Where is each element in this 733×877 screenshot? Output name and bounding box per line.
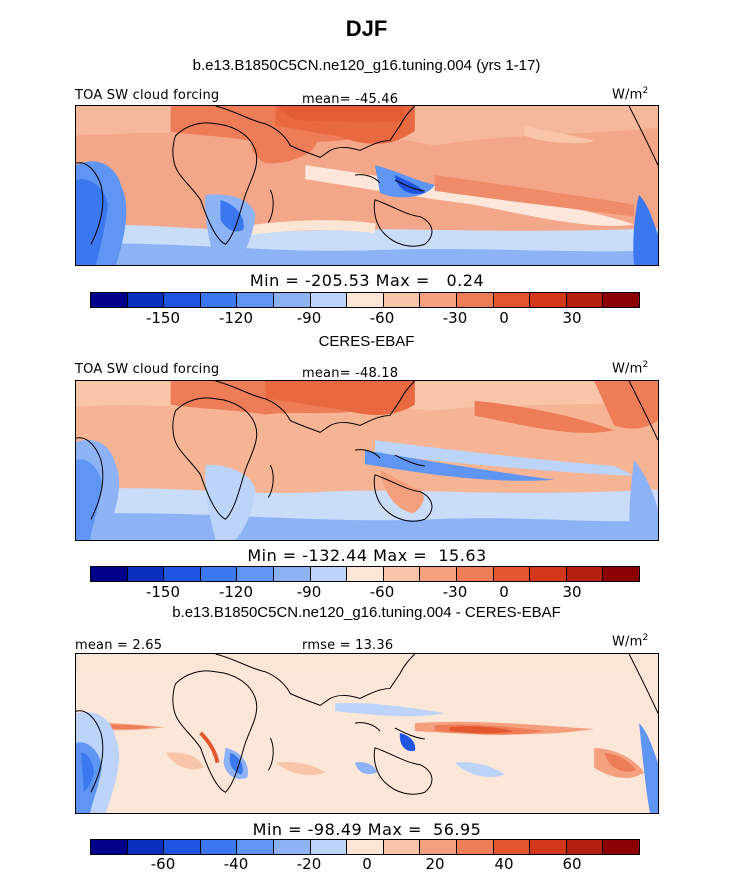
panel-1-colorbar-tick: 30 — [562, 309, 582, 327]
panel-2-colorbar-tick: -90 — [296, 583, 322, 601]
colorbar-swatch — [493, 840, 531, 854]
colorbar-swatch — [420, 840, 457, 854]
colorbar-swatch — [493, 293, 531, 307]
panel-1-colorbar-tick: -60 — [369, 309, 395, 327]
colorbar-swatch — [237, 293, 274, 307]
colorbar-swatch — [127, 567, 165, 581]
panel-1-colorbar-tick: -30 — [442, 309, 468, 327]
panel-3-colorbar-tick: 60 — [562, 855, 582, 873]
colorbar-swatch — [420, 567, 457, 581]
panel-1-colorbar — [90, 292, 640, 308]
colorbar-swatch — [530, 840, 567, 854]
panel-2-minmax: Min = -132.44 Max = 15.63 — [247, 546, 487, 565]
panel-2-units: W/m2 — [612, 360, 649, 377]
colorbar-swatch — [383, 840, 421, 854]
panel-3-map-graphic — [76, 654, 658, 813]
colorbar-swatch — [273, 567, 311, 581]
colorbar-swatch — [566, 840, 604, 854]
panel-2-map — [75, 380, 659, 541]
panel-3-mean-label: mean = 2.65 — [75, 638, 163, 653]
colorbar-swatch — [347, 293, 384, 307]
panel-1-variable-label: TOA SW cloud forcing — [75, 88, 220, 103]
colorbar-swatch — [566, 567, 604, 581]
panel-3-rmse-label: rmse = 13.36 — [302, 638, 394, 653]
colorbar-swatch — [530, 293, 567, 307]
colorbar-swatch — [456, 567, 494, 581]
colorbar-swatch — [310, 567, 348, 581]
colorbar-swatch — [456, 840, 494, 854]
colorbar-swatch — [603, 293, 639, 307]
panel-3-colorbar-tick: -40 — [223, 855, 249, 873]
colorbar-swatch — [310, 840, 348, 854]
colorbar-swatch — [493, 567, 531, 581]
panel-3-colorbar-tick: 20 — [425, 855, 445, 873]
panel-1-map-graphic — [76, 106, 658, 265]
panel-2-colorbar-tick: -30 — [442, 583, 468, 601]
colorbar-swatch — [603, 567, 639, 581]
colorbar-swatch — [383, 567, 421, 581]
panel-1-map — [75, 105, 659, 266]
colorbar-swatch — [91, 567, 128, 581]
colorbar-swatch — [164, 840, 201, 854]
colorbar-swatch — [273, 293, 311, 307]
panel-3-map — [75, 653, 659, 814]
panel-3-colorbar-tick: -20 — [296, 855, 322, 873]
panel-2-colorbar-tick: 30 — [562, 583, 582, 601]
panel-2-mean-label: mean= -48.18 — [302, 366, 399, 381]
colorbar-swatch — [603, 840, 639, 854]
panel-2-colorbar-tick: -150 — [145, 583, 181, 601]
panel-3-colorbar-tick: 0 — [362, 855, 372, 873]
colorbar-swatch — [347, 567, 384, 581]
panel-2-variable-label: TOA SW cloud forcing — [75, 362, 220, 377]
colorbar-swatch — [200, 567, 238, 581]
panel-3-minmax: Min = -98.49 Max = 56.95 — [252, 820, 482, 839]
panel-2-colorbar — [90, 566, 640, 582]
colorbar-swatch — [127, 840, 165, 854]
figure-title: DJF — [345, 16, 388, 41]
panel-3-colorbar — [90, 839, 640, 855]
panel-1-heading: b.e13.B1850C5CN.ne120_g16.tuning.004 (yr… — [192, 57, 541, 74]
colorbar-swatch — [566, 293, 604, 307]
panel-1-colorbar-tick: -150 — [145, 309, 181, 327]
panel-2-colorbar-tick: -60 — [369, 583, 395, 601]
colorbar-swatch — [127, 293, 165, 307]
colorbar-swatch — [530, 567, 567, 581]
colorbar-swatch — [420, 293, 457, 307]
colorbar-swatch — [273, 840, 311, 854]
panel-3-units: W/m2 — [612, 633, 649, 650]
colorbar-swatch — [237, 567, 274, 581]
colorbar-swatch — [456, 293, 494, 307]
colorbar-swatch — [91, 840, 128, 854]
panel-1-colorbar-tick: -90 — [296, 309, 322, 327]
panel-2-map-graphic — [76, 381, 658, 540]
colorbar-swatch — [91, 293, 128, 307]
panel-1-minmax: Min = -205.53 Max = 0.24 — [249, 271, 485, 290]
panel-3-heading: b.e13.B1850C5CN.ne120_g16.tuning.004 - C… — [172, 604, 561, 621]
colorbar-swatch — [200, 840, 238, 854]
panel-2-colorbar-tick: 0 — [499, 583, 509, 601]
colorbar-swatch — [347, 840, 384, 854]
colorbar-swatch — [310, 293, 348, 307]
panel-1-colorbar-tick: 0 — [499, 309, 509, 327]
panel-2-colorbar-tick: -120 — [218, 583, 254, 601]
panel-1-mean-label: mean= -45.46 — [302, 92, 399, 107]
panel-2-heading: CERES-EBAF — [318, 333, 415, 350]
colorbar-swatch — [164, 567, 201, 581]
panel-1-units: W/m2 — [612, 86, 649, 103]
colorbar-swatch — [383, 293, 421, 307]
panel-3-colorbar-tick: -60 — [150, 855, 176, 873]
panel-1-colorbar-tick: -120 — [218, 309, 254, 327]
colorbar-swatch — [200, 293, 238, 307]
panel-3-colorbar-tick: 40 — [494, 855, 514, 873]
colorbar-swatch — [164, 293, 201, 307]
colorbar-swatch — [237, 840, 274, 854]
